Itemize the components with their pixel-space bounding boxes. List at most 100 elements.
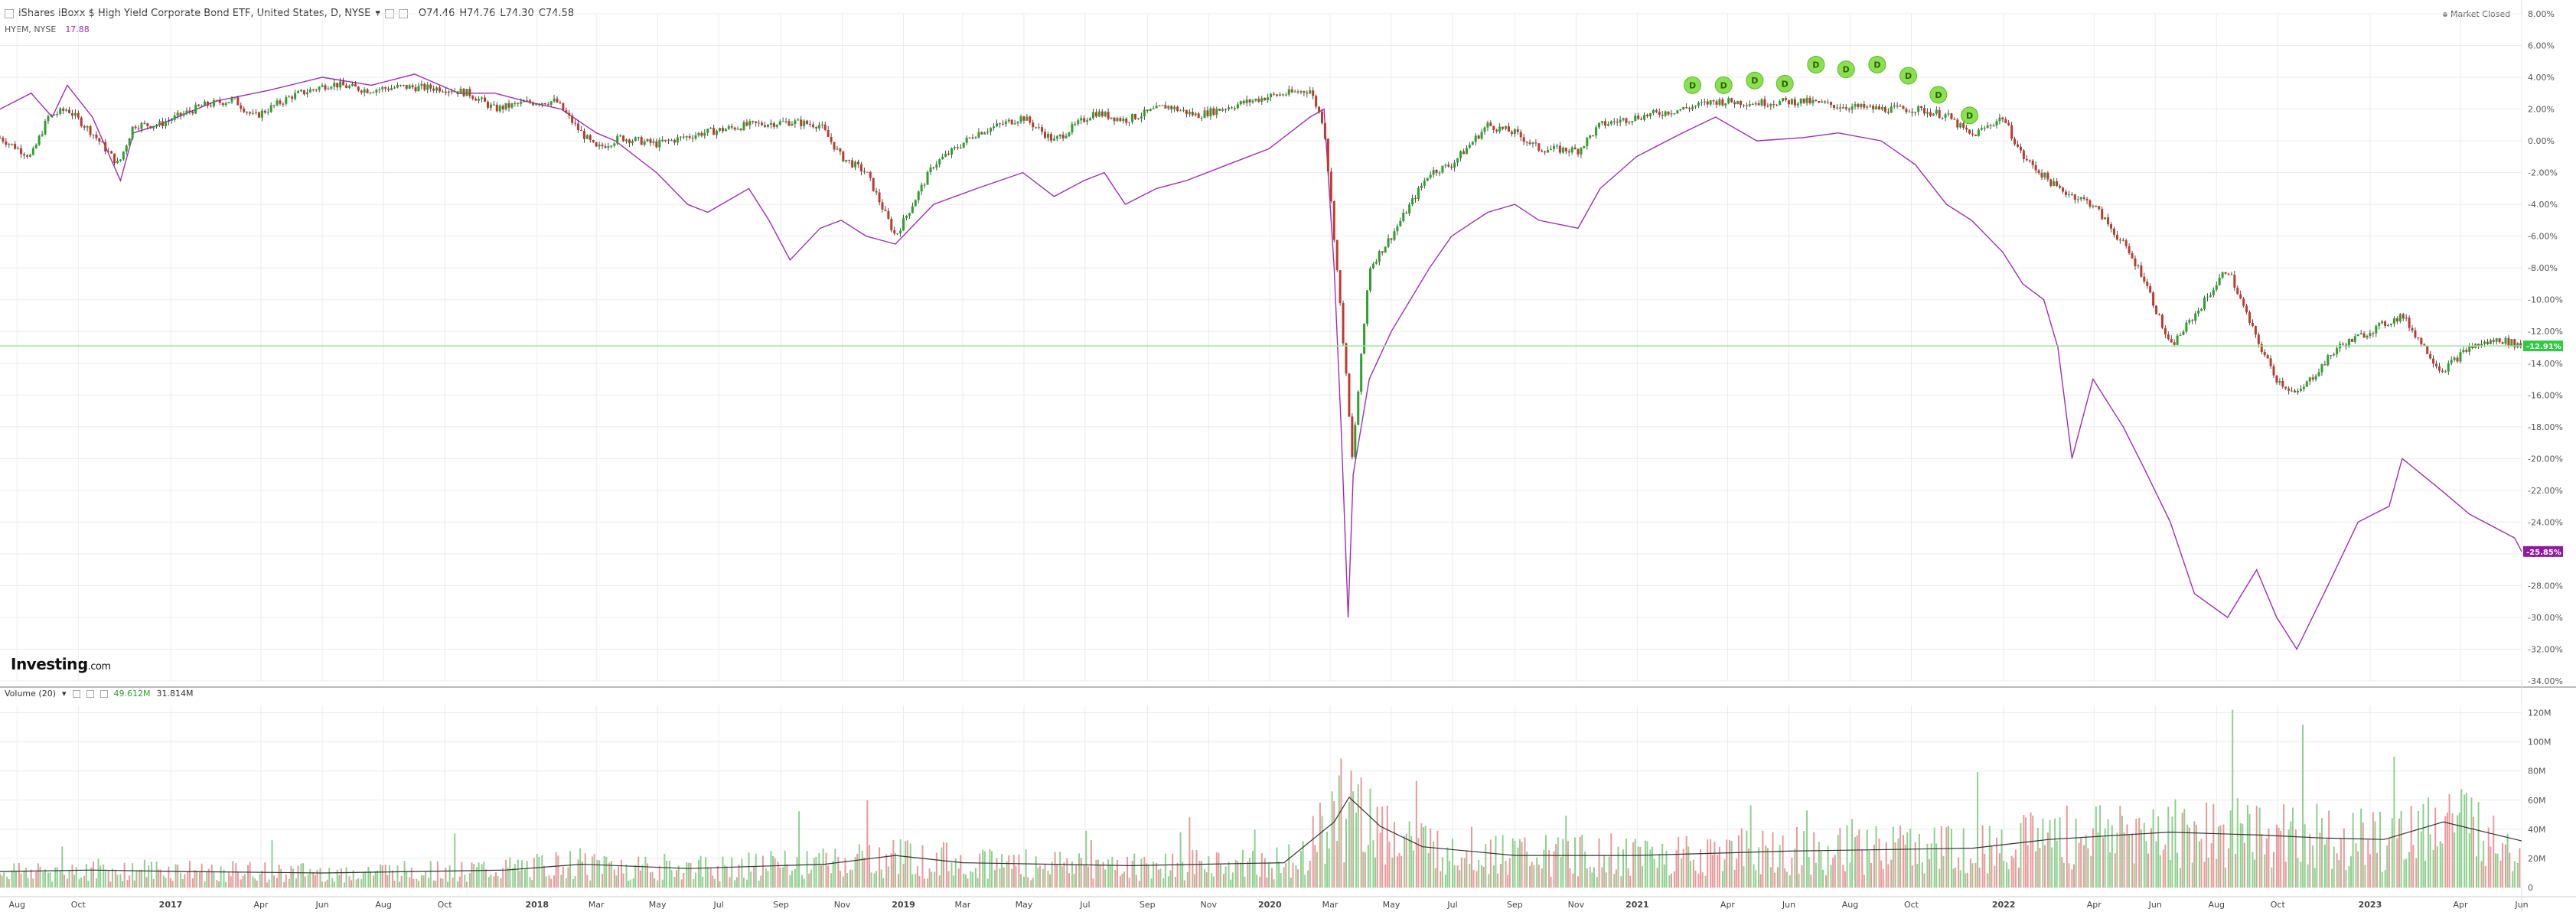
volume-bar	[494, 871, 497, 888]
volume-bar	[1328, 848, 1330, 888]
volume-bar	[23, 870, 25, 888]
candle	[604, 146, 607, 148]
candle	[2239, 294, 2242, 299]
volume-bar	[2258, 807, 2261, 888]
candle	[1854, 104, 1857, 107]
volume-bar	[2331, 868, 2333, 888]
volume-bar	[1858, 829, 1860, 888]
volume-bar	[842, 876, 844, 888]
volume-bar	[2320, 818, 2323, 888]
volume-bar	[181, 878, 184, 888]
volume-bar	[180, 872, 182, 888]
candle	[1371, 263, 1374, 269]
volume-bar	[2157, 816, 2160, 888]
candle	[1547, 150, 1550, 153]
volume-bar	[1440, 871, 1442, 888]
compare-symbol[interactable]: HYEM, NYSE	[5, 24, 57, 34]
volume-bar	[256, 881, 258, 888]
volume-bar	[2027, 845, 2029, 888]
volume-bar	[143, 859, 145, 888]
volume-bar	[2454, 832, 2456, 888]
volume-bar	[2003, 861, 2005, 888]
volume-bar	[2030, 812, 2032, 888]
candle	[866, 171, 869, 173]
volume-bar	[2502, 843, 2504, 888]
volume-bar	[837, 856, 840, 888]
volume-bar	[1687, 846, 1690, 888]
candle	[161, 121, 164, 126]
volume-bar	[1466, 850, 1468, 888]
volume-bar	[316, 869, 318, 888]
volume-bar	[1228, 862, 1230, 888]
volume-bar	[1001, 854, 1003, 888]
candle	[44, 121, 47, 135]
candle	[1290, 89, 1293, 93]
volume-bar	[54, 867, 57, 888]
candle	[2022, 150, 2025, 159]
candle	[471, 96, 474, 99]
candle	[2236, 288, 2239, 295]
candle	[2107, 217, 2110, 225]
candle	[305, 92, 308, 95]
volume-bar	[1605, 872, 1607, 888]
candle	[2378, 323, 2381, 326]
volume-bar	[6, 876, 8, 888]
volume-bar	[129, 875, 131, 888]
candle	[1986, 125, 1989, 128]
volume-bar	[1791, 858, 1793, 888]
candle	[1068, 132, 1071, 136]
volume-toggle-3[interactable]	[99, 689, 108, 698]
volume-bar	[1400, 855, 1403, 888]
last-price-label-hyem-text: -25.85%	[2526, 549, 2561, 557]
volume-bar	[1259, 876, 1261, 888]
volume-bar	[1870, 862, 1873, 888]
candle	[185, 110, 188, 114]
candle	[68, 109, 71, 113]
volume-bar	[1661, 843, 1664, 888]
volume-bar	[1054, 852, 1056, 888]
volume-bar	[1159, 868, 1162, 888]
volume-bar	[2496, 853, 2499, 888]
volume-bar	[95, 878, 97, 888]
volume-bar	[2381, 871, 2383, 888]
volume-bar	[184, 874, 186, 888]
candle	[2294, 390, 2297, 392]
volume-bar	[815, 856, 817, 888]
volume-bar	[989, 848, 991, 888]
candle	[607, 146, 610, 148]
candle	[300, 90, 303, 92]
volume-label[interactable]: Volume (20)	[5, 689, 56, 699]
candle	[543, 103, 546, 105]
candle	[5, 142, 8, 145]
candle	[1688, 108, 1691, 109]
dividend-marker: D	[1714, 76, 1733, 94]
volume-bar	[1157, 869, 1159, 888]
volume-bar	[2264, 854, 2266, 888]
candle	[899, 230, 902, 234]
volume-toggle-1[interactable]	[72, 689, 80, 698]
candle	[339, 81, 342, 88]
compare-value: 17.88	[65, 24, 90, 34]
volume-bar	[283, 882, 285, 888]
volume-bar	[1312, 816, 1314, 888]
candle	[450, 91, 453, 93]
volume-bar	[1569, 868, 1571, 888]
volume-bar	[613, 869, 615, 888]
volume-bar	[416, 878, 418, 888]
volume-toggle-2[interactable]	[86, 689, 94, 698]
candle	[1275, 94, 1278, 96]
candle	[1218, 109, 1221, 111]
candle	[1998, 117, 2001, 122]
volume-bar	[468, 873, 471, 888]
chevron-down-icon[interactable]: ▾	[62, 689, 67, 699]
candle	[62, 108, 65, 111]
candle	[1257, 99, 1260, 102]
candle	[249, 112, 252, 114]
candle	[1516, 129, 1519, 132]
candle	[1188, 112, 1191, 115]
volume-bar	[1511, 838, 1514, 888]
volume-bar	[384, 865, 386, 888]
candle	[694, 135, 697, 139]
volume-bar	[280, 868, 282, 888]
